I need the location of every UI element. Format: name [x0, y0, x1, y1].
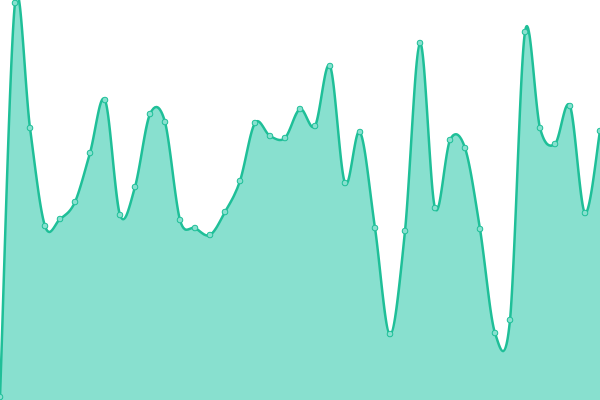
point — [356, 128, 364, 136]
point — [0, 393, 4, 400]
point — [326, 62, 334, 70]
point — [41, 222, 49, 230]
point — [281, 134, 289, 142]
point — [176, 216, 184, 224]
point — [146, 110, 154, 118]
point — [191, 224, 199, 232]
point — [251, 119, 259, 127]
point — [101, 96, 109, 104]
point — [266, 132, 274, 140]
point — [461, 144, 469, 152]
point — [371, 224, 379, 232]
point — [311, 122, 319, 130]
point — [11, 0, 19, 7]
point — [131, 183, 139, 191]
point — [71, 198, 79, 206]
point — [296, 105, 304, 113]
point — [116, 211, 124, 219]
point — [476, 225, 484, 233]
point — [521, 28, 529, 36]
point — [401, 227, 409, 235]
point — [56, 215, 64, 223]
point — [86, 149, 94, 157]
point — [386, 330, 394, 338]
point — [536, 124, 544, 132]
point — [206, 231, 214, 239]
point — [596, 127, 600, 135]
point — [236, 177, 244, 185]
point — [566, 102, 574, 110]
point — [446, 136, 454, 144]
point — [431, 204, 439, 212]
point — [416, 39, 424, 47]
point — [161, 118, 169, 126]
point — [491, 329, 499, 337]
point — [221, 208, 229, 216]
point — [581, 209, 589, 217]
point — [506, 316, 514, 324]
point — [341, 179, 349, 187]
point — [551, 140, 559, 148]
point — [26, 124, 34, 132]
